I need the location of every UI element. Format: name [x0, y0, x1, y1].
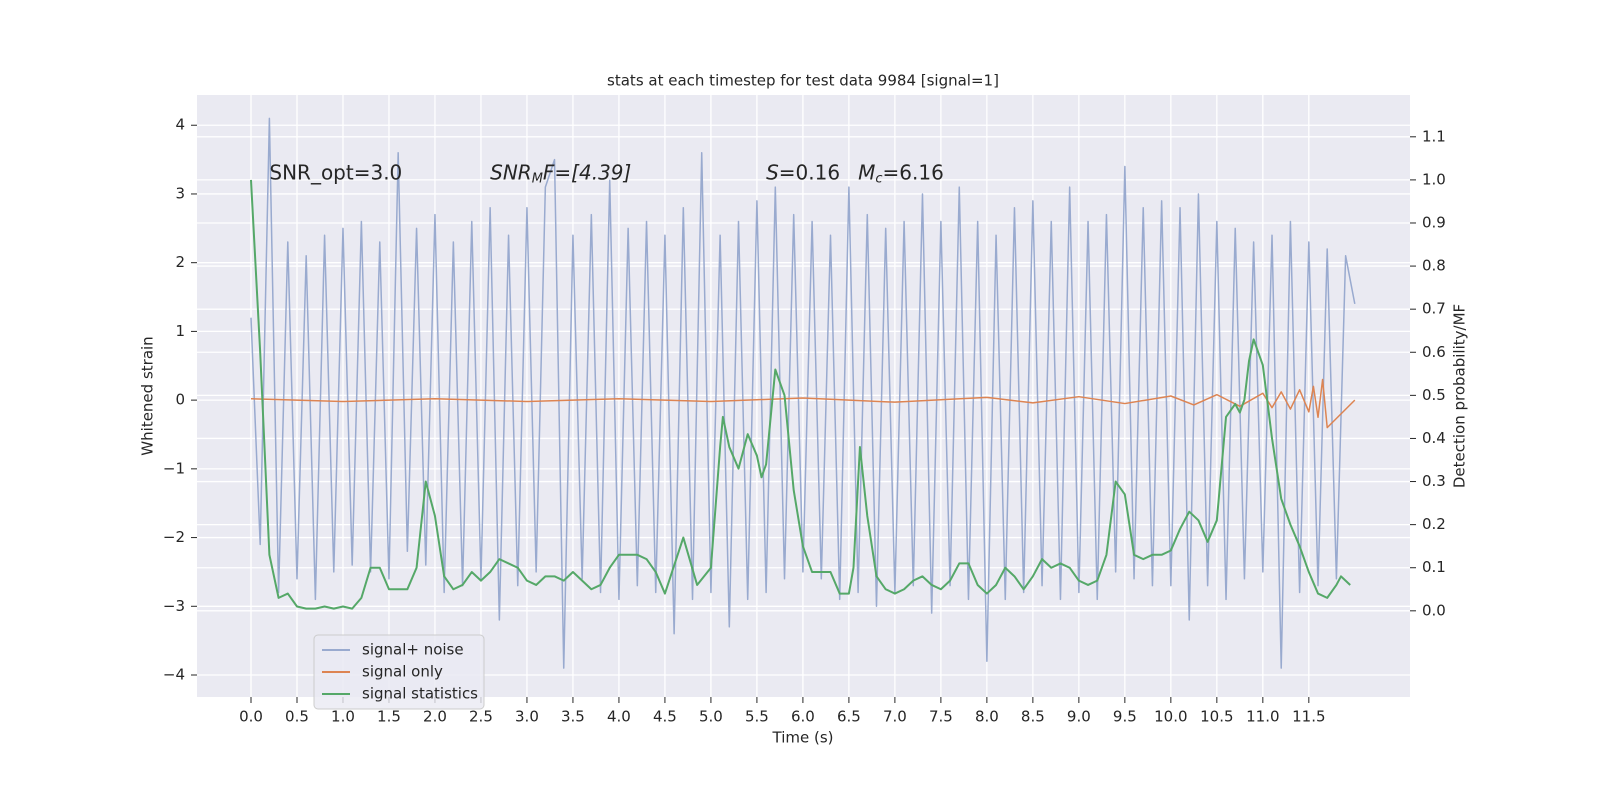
y-tick-label: 2	[175, 253, 185, 271]
marks	[249, 117, 1356, 669]
legend: signal+ noise signal only signal statistic…	[313, 634, 485, 710]
x-tick-label: 1.5	[377, 708, 401, 726]
annotation: SNR_opt=3.0	[269, 160, 402, 184]
y-tick-label: −1	[163, 459, 185, 477]
y2-tick-label: 0.4	[1422, 429, 1446, 447]
x-tick-label: 2.0	[423, 708, 447, 726]
x-tick-label: 0.0	[239, 708, 263, 726]
x-tick-label: 9.5	[1113, 708, 1137, 726]
annotations: SNR_opt=3.0 SNRMF=[4.39] S=0.16 Mc=6.16	[269, 160, 943, 186]
y-tick-label: −3	[163, 597, 185, 615]
series-line	[250, 378, 1356, 429]
y-tick-label: −4	[163, 666, 185, 684]
x-tick-label: 11.0	[1246, 708, 1279, 726]
legend-label: signal only	[362, 663, 443, 681]
y2-tick-label: 0.1	[1422, 558, 1446, 576]
y2-axis-label: Detection probability/MF	[1451, 304, 1469, 488]
x-tick-label: 7.0	[883, 708, 907, 726]
y2-tick-label: 1.1	[1422, 127, 1446, 145]
y-tick-label: 0	[175, 391, 185, 409]
y2-tick-label: 0.7	[1422, 300, 1446, 318]
y2-tick-label: 0.9	[1422, 213, 1446, 231]
y2-tick-label: 0.3	[1422, 472, 1446, 490]
y2-tick-label: 1.0	[1422, 170, 1446, 188]
annotation-text: =6.16	[883, 160, 944, 184]
annotation-subscript: c	[875, 171, 882, 186]
y2-tick-label: 0.2	[1422, 515, 1446, 533]
annotation: S=0.16	[766, 160, 840, 184]
legend-label: signal+ noise	[362, 641, 464, 659]
x-tick-label: 5.5	[745, 708, 769, 726]
y2-tick-label: 0.8	[1422, 257, 1446, 275]
y2-tick-label: 0.0	[1422, 601, 1446, 619]
annotation-subscript: M	[532, 171, 543, 186]
x-tick-label: 4.5	[653, 708, 677, 726]
chart-title: stats at each timestep for test data 998…	[607, 72, 999, 90]
y-tick-label: 3	[175, 184, 185, 202]
y-tick-label: 1	[175, 322, 185, 340]
x-tick-label: 6.5	[837, 708, 861, 726]
y-tick-label: 4	[175, 116, 185, 134]
x-tick-label: 7.5	[929, 708, 953, 726]
y2-tick-label: 0.5	[1422, 386, 1446, 404]
y2-tick-label: 0.6	[1422, 343, 1446, 361]
x-tick-label: 11.5	[1292, 708, 1325, 726]
x-tick-label: 3.5	[561, 708, 585, 726]
x-axis-label: Time (s)	[772, 729, 834, 747]
x-tick-label: 3.0	[515, 708, 539, 726]
annotation-text: SNR_opt=3.0	[269, 160, 402, 184]
labels: 0.0 0.5 1.0 1.5 2.0 2.5 3.0 3.5 4.0 4.5 5.0 5.5 6.0 6…	[163, 116, 1446, 726]
x-tick-label: 8.0	[975, 708, 999, 726]
x-tick-label: 2.5	[469, 708, 493, 726]
x-tick-label: 10.0	[1154, 708, 1187, 726]
annotation-text: S	[766, 160, 779, 184]
x-tick-label: 4.0	[607, 708, 631, 726]
x-tick-label: 10.5	[1200, 708, 1233, 726]
series-line	[250, 117, 1356, 669]
y-tick-label: −2	[163, 528, 185, 546]
annotation: SNRMF=[4.39]	[490, 160, 631, 186]
x-tick-label: 5.0	[699, 708, 723, 726]
x-tick-label: 9.0	[1067, 708, 1091, 726]
series-line	[249, 179, 1351, 610]
legend-label: signal statistics	[362, 685, 478, 703]
x-tick-label: 8.5	[1021, 708, 1045, 726]
legend-box	[313, 634, 485, 710]
annotation-text: =0.16	[779, 160, 840, 184]
annotation-text: M	[858, 160, 875, 184]
annotation-text: F=[4.39]	[543, 160, 631, 184]
y-axis-label: Whitened strain	[139, 336, 157, 455]
x-tick-label: 1.0	[331, 708, 355, 726]
x-tick-label: 0.5	[285, 708, 309, 726]
x-tick-label: 6.0	[791, 708, 815, 726]
annotation: Mc=6.16	[858, 160, 944, 186]
annotation-text: SNR	[490, 160, 532, 184]
